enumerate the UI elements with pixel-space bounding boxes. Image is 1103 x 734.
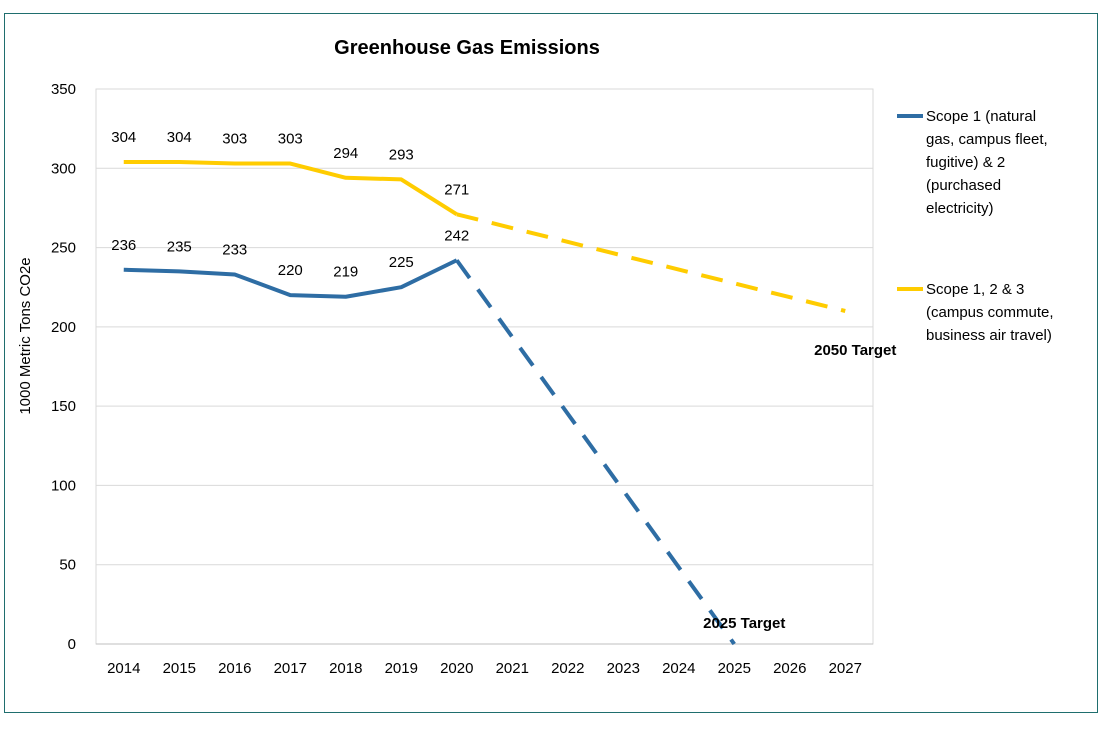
x-tick-label: 2025	[718, 660, 751, 677]
chart-frame	[4, 13, 1098, 713]
y-tick-label: 50	[59, 557, 76, 574]
x-tick-label: 2020	[440, 660, 473, 677]
legend-label: gas, campus fleet,	[926, 131, 1048, 148]
data-label: 303	[222, 131, 247, 148]
series-line-projection	[455, 259, 736, 646]
legend-label: fugitive) & 2	[926, 154, 1005, 171]
y-axis-label: 1000 Metric Tons CO2e	[17, 257, 34, 414]
data-labels: 236 235 233 220 219 225 242 304 304 303 303 294 293 2…	[111, 129, 469, 281]
y-tick-label: 250	[51, 240, 76, 257]
x-axis-ticks: 2014 2015 2016 2017 2018 2019 2020 2021 2022 2023…	[107, 660, 862, 677]
y-tick-label: 100	[51, 477, 76, 494]
target-annotations: 2050 Target 2025 Target	[703, 342, 896, 632]
data-label: 233	[222, 242, 247, 259]
target-label: 2050 Target	[814, 342, 896, 359]
data-label: 271	[444, 181, 469, 198]
x-tick-label: 2022	[551, 660, 584, 677]
data-label: 303	[278, 131, 303, 148]
data-label: 235	[167, 238, 192, 255]
data-label: 304	[111, 129, 136, 146]
data-label: 293	[389, 146, 414, 163]
series-line-actual	[123, 159, 458, 216]
data-label: 294	[333, 145, 358, 162]
target-label: 2025 Target	[703, 615, 785, 632]
y-tick-label: 0	[68, 636, 76, 653]
x-tick-label: 2017	[274, 660, 307, 677]
x-tick-label: 2014	[107, 660, 140, 677]
legend-label: business air travel)	[926, 327, 1052, 344]
data-label: 225	[389, 254, 414, 271]
data-label: 220	[278, 262, 303, 279]
x-tick-label: 2019	[385, 660, 418, 677]
series-lines	[123, 159, 846, 646]
legend-label: Scope 1, 2 & 3	[926, 281, 1024, 298]
legend-label: electricity)	[926, 200, 994, 217]
series-line-projection	[456, 212, 846, 313]
x-tick-label: 2016	[218, 660, 251, 677]
y-tick-label: 150	[51, 398, 76, 415]
legend-label: (campus commute,	[926, 304, 1054, 321]
x-tick-label: 2027	[829, 660, 862, 677]
legend-label: (purchased	[926, 177, 1001, 194]
x-tick-label: 2018	[329, 660, 362, 677]
legend-label: Scope 1 (natural	[926, 108, 1036, 125]
x-tick-label: 2015	[163, 660, 196, 677]
x-tick-label: 2023	[607, 660, 640, 677]
chart-title: Greenhouse Gas Emissions	[334, 37, 600, 59]
y-tick-label: 300	[51, 160, 76, 177]
data-label: 236	[111, 237, 136, 254]
y-tick-label: 200	[51, 319, 76, 336]
data-label: 304	[167, 129, 192, 146]
gridlines	[96, 88, 873, 645]
x-tick-label: 2026	[773, 660, 806, 677]
series-line-actual	[123, 258, 458, 299]
data-label: 242	[444, 227, 469, 244]
x-tick-label: 2021	[496, 660, 529, 677]
y-tick-label: 350	[51, 81, 76, 98]
x-tick-label: 2024	[662, 660, 695, 677]
plot-area	[95, 88, 874, 645]
y-axis-ticks: 0 50 100 150 200 250 300 350	[51, 81, 76, 653]
legend: Scope 1 (natural gas, campus fleet, fugiti…	[897, 108, 1054, 344]
data-label: 219	[333, 264, 358, 281]
